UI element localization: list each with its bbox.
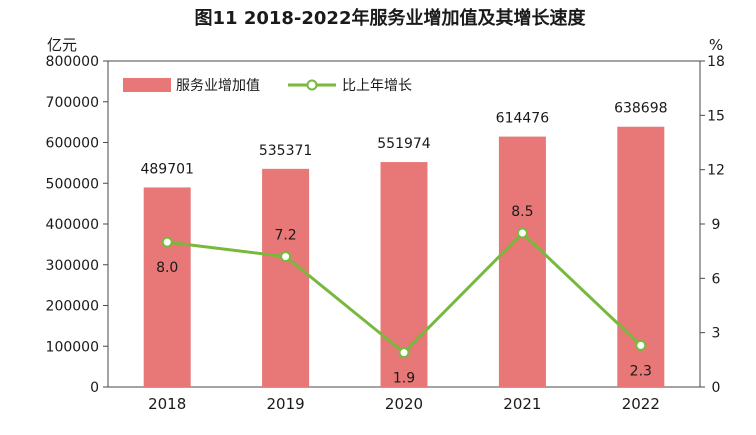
- legend: 服务业增加值 比上年增长: [123, 78, 412, 94]
- growth-point: [161, 236, 173, 248]
- legend-swatch-bar: [123, 78, 171, 92]
- bar-value-label: 551974: [377, 136, 431, 152]
- growth-point: [280, 251, 292, 263]
- bar-value-label: 535371: [259, 143, 312, 159]
- right-axis: 0 3 6 9 12 15 18: [700, 54, 725, 396]
- right-tick-label: 15: [707, 108, 725, 124]
- right-tick-label: 3: [712, 326, 721, 342]
- x-tick-label: 2019: [267, 395, 305, 413]
- bar: [498, 136, 546, 387]
- x-tick-label: 2018: [148, 395, 186, 413]
- x-axis: 2018 2019 2020 2021 2022: [148, 395, 660, 413]
- left-tick-label: 700000: [46, 95, 99, 111]
- x-tick-label: 2020: [385, 395, 423, 413]
- bar-value-label: 638698: [614, 101, 667, 117]
- bar-value-labels: 489701 535371 551974 614476 638698: [140, 101, 667, 178]
- bar-series: [143, 126, 665, 388]
- left-tick-label: 400000: [46, 217, 99, 233]
- legend-label-line: 比上年增长: [342, 78, 412, 94]
- legend-label-bar: 服务业增加值: [176, 78, 260, 94]
- bar: [143, 187, 191, 387]
- left-tick-label: 300000: [46, 258, 99, 274]
- growth-value-label: 1.9: [393, 371, 415, 387]
- growth-value-label: 2.3: [630, 363, 652, 379]
- line-series: 8.0 7.2 1.9 8.5 2.3: [156, 204, 652, 387]
- left-tick-label: 600000: [46, 136, 99, 152]
- bar: [262, 168, 310, 387]
- growth-point: [516, 227, 528, 239]
- left-tick-label: 500000: [46, 176, 99, 192]
- legend-swatch-marker: [306, 79, 318, 91]
- left-axis-unit: 亿元: [47, 36, 77, 54]
- chart-title: 图11 2018-2022年服务业增加值及其增长速度: [195, 7, 587, 29]
- bar-value-label: 489701: [140, 161, 193, 177]
- left-tick-label: 200000: [46, 299, 99, 315]
- x-tick-label: 2022: [622, 395, 660, 413]
- left-tick-label: 0: [90, 380, 99, 396]
- bar-value-label: 614476: [496, 111, 550, 127]
- left-axis: 0 100000 200000 300000 400000 500000 600000 700…: [46, 54, 108, 396]
- x-tick-label: 2021: [503, 395, 541, 413]
- left-tick-label: 800000: [46, 54, 99, 70]
- right-axis-unit: %: [709, 36, 723, 54]
- left-tick-label: 100000: [46, 339, 99, 355]
- right-tick-label: 9: [712, 217, 721, 233]
- right-tick-label: 18: [707, 54, 725, 70]
- growth-value-label: 7.2: [274, 228, 296, 244]
- right-tick-label: 12: [707, 163, 725, 179]
- growth-point: [398, 347, 410, 359]
- growth-value-label: 8.5: [511, 204, 533, 220]
- right-tick-label: 0: [712, 380, 721, 396]
- growth-value-label: 8.0: [156, 260, 178, 276]
- right-tick-label: 6: [712, 271, 721, 287]
- growth-point: [635, 339, 647, 351]
